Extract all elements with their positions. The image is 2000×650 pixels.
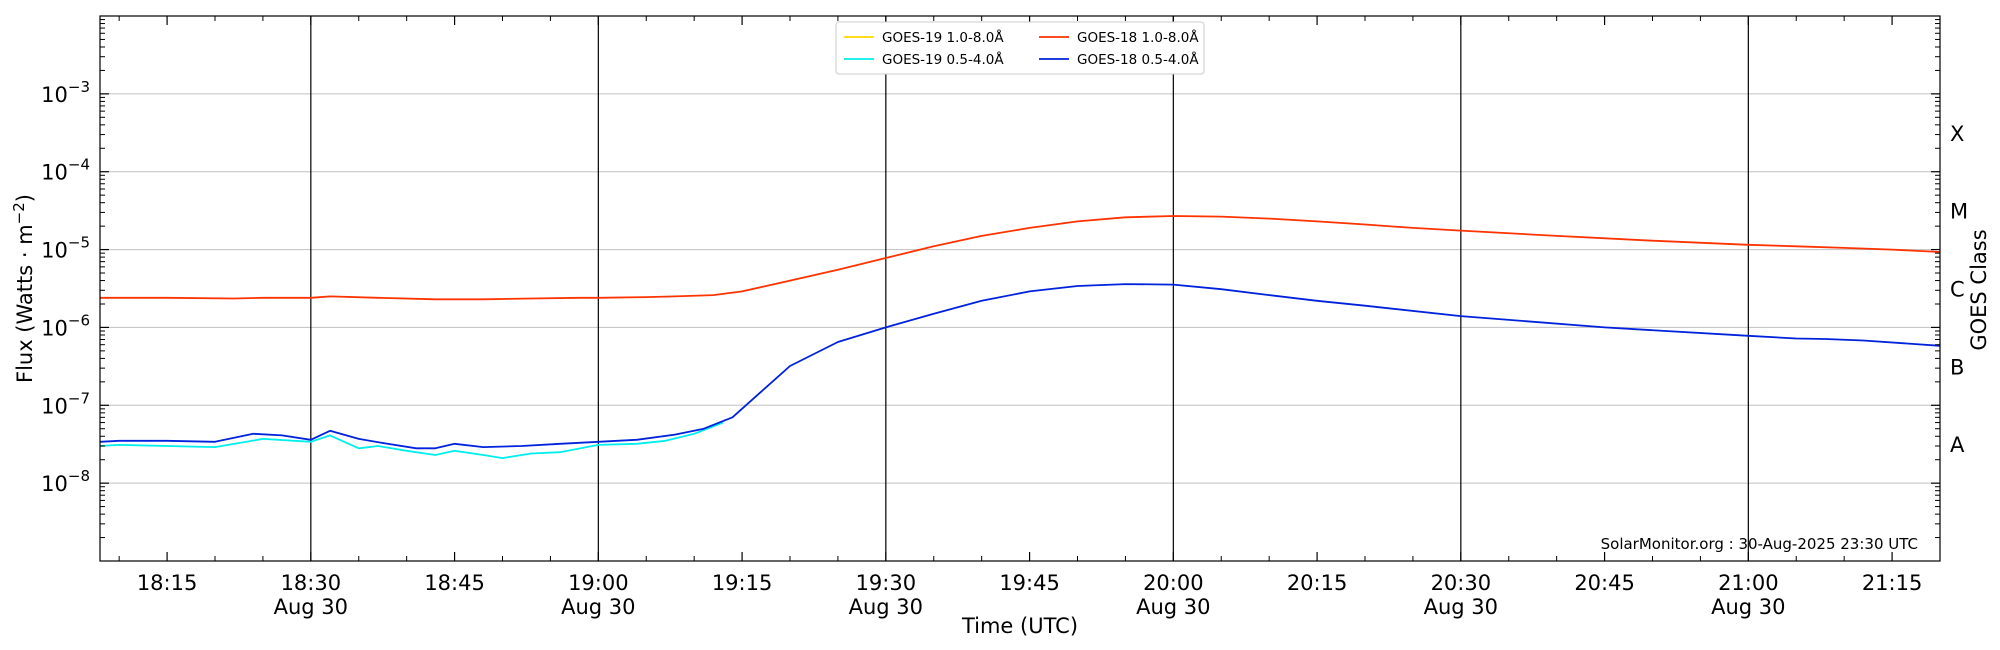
x-tick-label: 21:00	[1718, 571, 1779, 595]
y-tick-base: 10	[41, 161, 68, 185]
goes-class-axis-label: GOES Class	[1967, 229, 1991, 350]
goes-class-label: A	[1950, 433, 1965, 457]
svg-text:Flux (Watts · m−2): Flux (Watts · m−2)	[10, 194, 37, 383]
x-tick-date-label: Aug 30	[274, 595, 348, 619]
legend-label: GOES-19 0.5-4.0Å	[882, 51, 1004, 68]
x-tick-label: 21:15	[1862, 571, 1923, 595]
credit-text: SolarMonitor.org : 30-Aug-2025 23:30 UTC	[1601, 535, 1918, 553]
x-tick-label: 18:30	[281, 571, 342, 595]
x-tick-date-label: Aug 30	[1424, 595, 1498, 619]
x-tick-label: 20:15	[1287, 571, 1348, 595]
series-lines	[99, 215, 1941, 460]
y-tick-exponent: −3	[68, 78, 90, 96]
y-tick-exponent: −8	[68, 467, 90, 485]
x-tick-label: 20:00	[1143, 571, 1204, 595]
x-tick-date-label: Aug 30	[561, 595, 635, 619]
y-tick-label: 10−5	[41, 234, 90, 263]
grid-lines	[100, 93, 1940, 484]
x-tick-label: 19:15	[712, 571, 773, 595]
y-axis-title: Flux (Watts · m−2)	[10, 194, 37, 383]
series-line-2	[99, 421, 724, 460]
x-tick-label: 19:30	[856, 571, 917, 595]
x-tick-label: 18:15	[137, 571, 198, 595]
y-tick-base: 10	[41, 394, 68, 418]
y-tick-exponent: −4	[68, 156, 90, 174]
y-tick-label: 10−8	[41, 467, 90, 496]
x-axis-label: Time (UTC)	[961, 614, 1078, 638]
y-axis-label: Flux (Watts · m	[13, 224, 37, 383]
y-tick-exponent: −5	[68, 234, 90, 252]
y-axis-label-exponent: −2	[10, 202, 28, 224]
goes-class-label: M	[1950, 200, 1968, 224]
goes-class-label: B	[1950, 355, 1964, 379]
y-axis-label-close: )	[13, 194, 37, 202]
y-tick-label: 10−3	[41, 78, 90, 107]
x-tick-label: 19:45	[999, 571, 1060, 595]
y-tick-label: 10−7	[41, 389, 90, 418]
y-tick-exponent: −6	[68, 311, 90, 329]
y-tick-base: 10	[41, 239, 68, 263]
legend-box	[835, 21, 1205, 75]
goes-class-label: X	[1950, 122, 1964, 146]
x-tick-date-label: Aug 30	[849, 595, 923, 619]
series-line-1	[100, 215, 1941, 301]
y-tick-exponent: −7	[68, 389, 90, 407]
x-tick-label: 20:30	[1431, 571, 1492, 595]
x-tick-label: 20:45	[1574, 571, 1635, 595]
y-tick-base: 10	[41, 316, 68, 340]
y-tick-base: 10	[41, 472, 68, 496]
legend-label: GOES-18 0.5-4.0Å	[1077, 51, 1199, 68]
x-tick-date-label: Aug 30	[1711, 595, 1785, 619]
series-line-3	[99, 283, 1941, 450]
y-tick-label: 10−4	[41, 156, 90, 185]
y-tick-base: 10	[41, 83, 68, 107]
goes-class-label: C	[1950, 278, 1965, 302]
plot-frame	[99, 15, 1941, 562]
legend-label: GOES-18 1.0-8.0Å	[1077, 29, 1199, 46]
x-tick-label: 19:00	[568, 571, 629, 595]
legend-label: GOES-19 1.0-8.0Å	[882, 29, 1004, 46]
x-tick-date-label: Aug 30	[1136, 595, 1210, 619]
legend: GOES-19 1.0-8.0Å GOES-18 1.0-8.0Å GOES-19 …	[835, 21, 1205, 75]
y-tick-label: 10−6	[41, 311, 90, 340]
x-tick-label: 18:45	[424, 571, 485, 595]
vertical-time-markers	[310, 16, 1749, 561]
